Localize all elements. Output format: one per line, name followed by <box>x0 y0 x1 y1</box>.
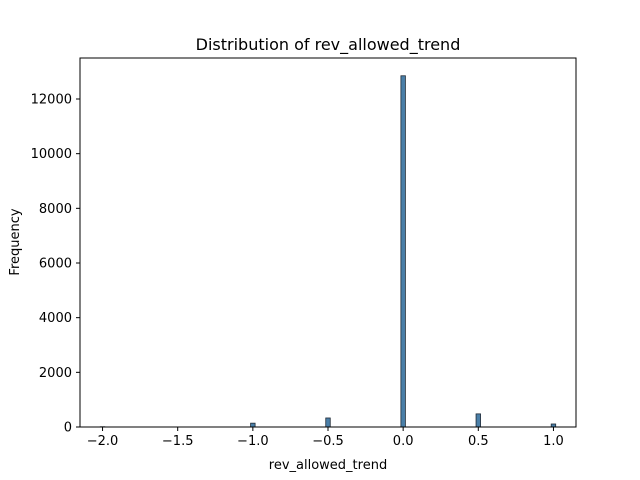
y-tick-label-0: 0 <box>64 421 72 436</box>
x-axis-label: rev_allowed_trend <box>269 458 387 473</box>
chart-title: Distribution of rev_allowed_trend <box>196 35 461 55</box>
y-tick-label-5: 10000 <box>31 147 72 162</box>
x-tick-label-6: 1.0 <box>543 434 564 449</box>
y-tick-label-1: 2000 <box>39 366 72 381</box>
histogram-bar-2 <box>325 417 331 428</box>
y-tick-label-2: 4000 <box>39 311 72 326</box>
x-tick-label-1: −1.5 <box>162 434 194 449</box>
x-tick-label-3: −0.5 <box>312 434 344 449</box>
histogram-bar-4 <box>475 413 481 428</box>
histogram-bars <box>99 75 557 428</box>
y-axis-ticks: 0 2000 4000 6000 8000 10000 12000 <box>31 93 80 436</box>
histogram-bar-3 <box>400 75 406 428</box>
y-axis-label: Frequency <box>8 208 23 275</box>
x-axis-ticks: −2.0 −1.5 −1.0 −0.5 0.0 0.5 1.0 <box>87 427 564 449</box>
x-tick-label-2: −1.0 <box>237 434 269 449</box>
y-tick-label-4: 8000 <box>39 202 72 217</box>
plot-frame <box>79 57 577 428</box>
y-tick-label-6: 12000 <box>31 93 72 108</box>
x-tick-label-0: −2.0 <box>87 434 119 449</box>
x-tick-label-4: 0.0 <box>393 434 414 449</box>
x-tick-label-5: 0.5 <box>468 434 489 449</box>
y-tick-label-3: 6000 <box>39 257 72 272</box>
histogram-bar-1 <box>250 422 256 428</box>
